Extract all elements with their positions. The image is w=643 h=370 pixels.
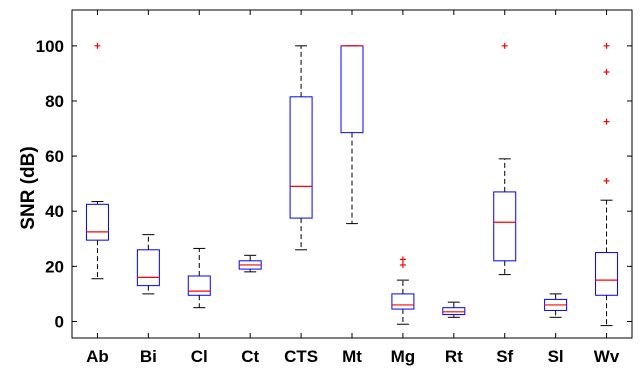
outlier-marker [399, 256, 406, 263]
box-mt [340, 45, 364, 225]
outlier-marker [94, 42, 101, 49]
box-bi [136, 234, 160, 295]
outlier-marker [603, 69, 610, 76]
x-tick-label: Ab [86, 347, 109, 366]
outlier-marker [603, 177, 610, 184]
y-tick-label: 0 [55, 312, 64, 331]
x-tick-label: Mg [391, 347, 416, 366]
y-tick-label: 100 [36, 37, 64, 56]
box-ct [238, 254, 262, 273]
outlier-marker [501, 42, 508, 49]
y-tick-label: 80 [45, 92, 64, 111]
y-tick-label: 20 [45, 257, 64, 276]
box-body [442, 307, 466, 316]
outlier-marker [603, 42, 610, 49]
outlier-marker [603, 118, 610, 125]
x-tick-label: Rt [445, 347, 463, 366]
outlier-marker [399, 261, 406, 268]
box-body [391, 293, 415, 310]
x-tick-label: CTS [284, 347, 318, 366]
y-tick-label: 60 [45, 147, 64, 166]
box-rt [442, 301, 466, 318]
y-tick-label: 40 [45, 202, 64, 221]
x-tick-label: Sl [548, 347, 564, 366]
x-tick-label: Bi [140, 347, 157, 366]
box-body [595, 252, 619, 296]
box-wv [595, 42, 619, 327]
box-mg [391, 256, 415, 325]
x-tick-label: Wv [594, 347, 620, 366]
x-tick-label: Cl [191, 347, 208, 366]
x-tick-label: Sf [496, 347, 513, 366]
box-cl [187, 247, 211, 309]
box-body [493, 191, 517, 262]
box-body [136, 249, 160, 287]
box-sf [493, 42, 517, 276]
box-body [289, 96, 313, 219]
x-tick-label: Ct [241, 347, 259, 366]
x-tick-label: Mt [342, 347, 362, 366]
box-body [85, 203, 109, 241]
box-body [187, 275, 211, 296]
plot-area [85, 42, 619, 327]
box-sl [544, 293, 568, 318]
box-ab [85, 42, 109, 280]
box-cts [289, 45, 313, 251]
axes: 0 20 40 60 80 100 Ab Bi Cl Ct CTS Mt Mg Rt Sf Sl Wv [36, 9, 633, 366]
y-axis-label: SNR (dB) [18, 146, 39, 229]
box-body [340, 45, 364, 134]
